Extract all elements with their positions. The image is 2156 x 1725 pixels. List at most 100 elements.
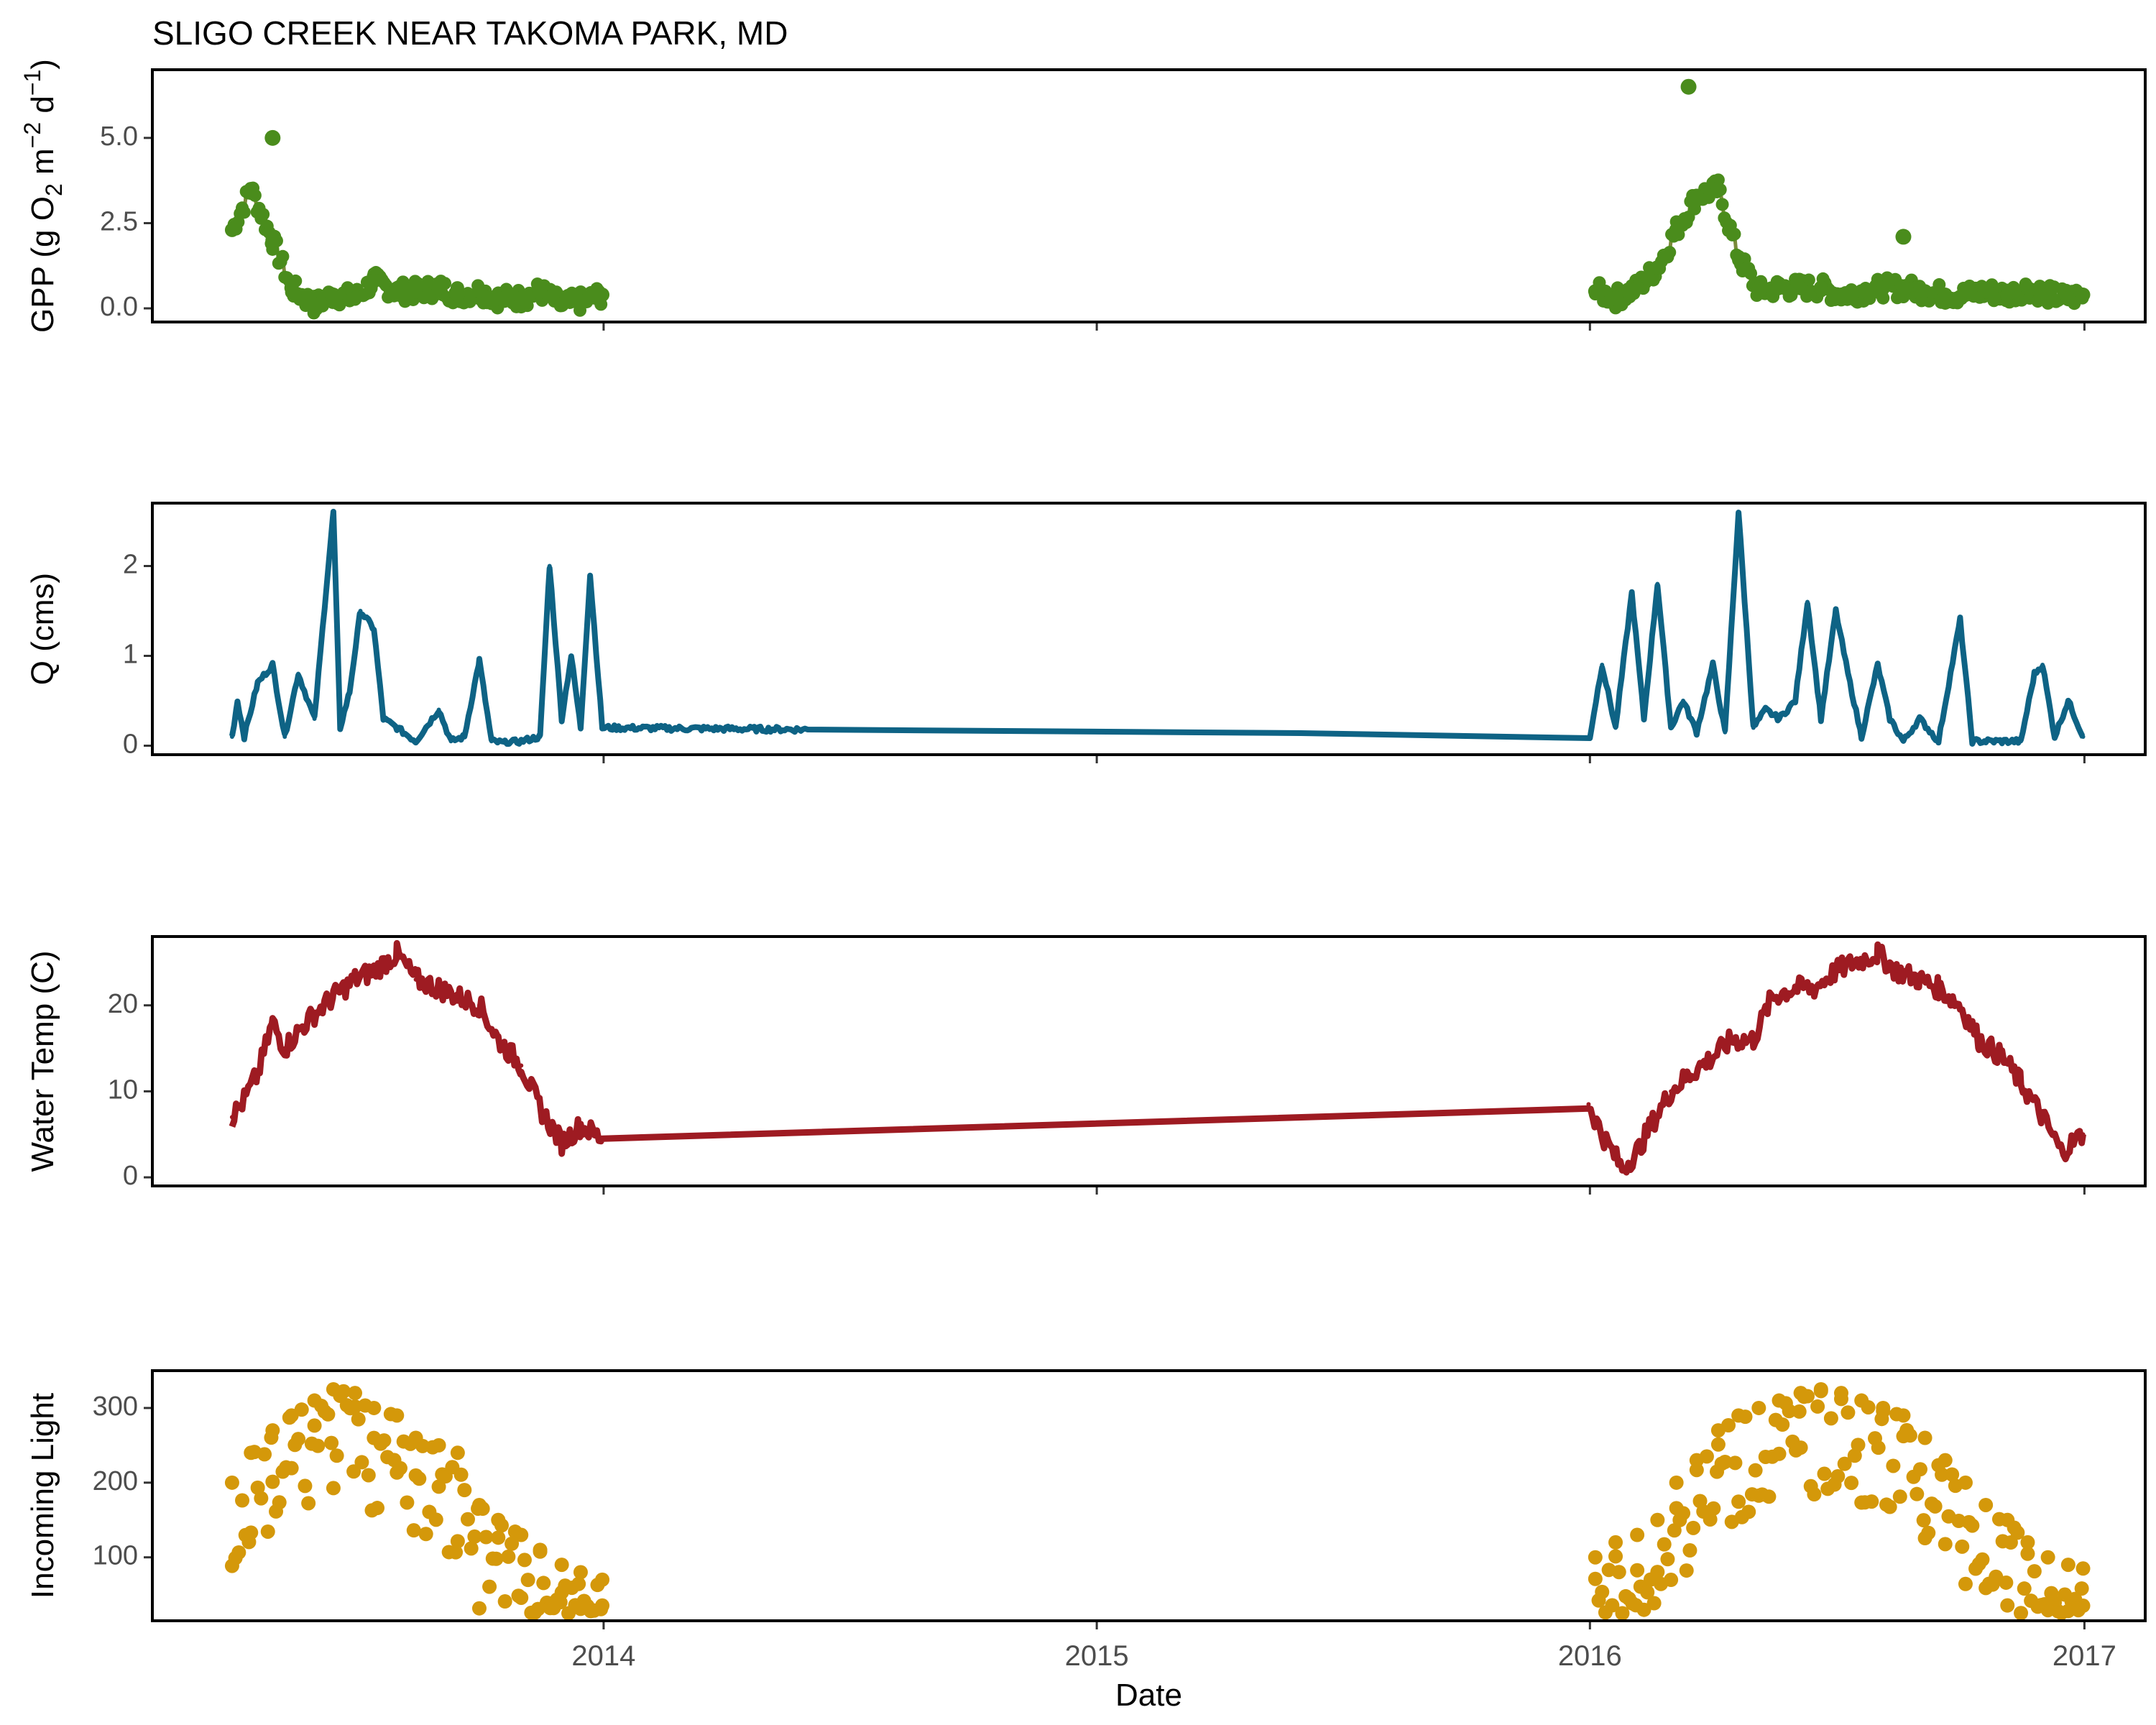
gpp-point bbox=[514, 290, 529, 305]
gpp-point bbox=[1958, 288, 1973, 303]
gpp-point bbox=[573, 294, 588, 309]
light-point bbox=[1864, 1494, 1879, 1509]
gpp-point bbox=[1813, 280, 1828, 295]
temp-point bbox=[1729, 1037, 1734, 1042]
q-point bbox=[1793, 699, 1798, 703]
q-point bbox=[1846, 671, 1851, 676]
x-tick-label: 2016 bbox=[1558, 1640, 1622, 1672]
light-point bbox=[1817, 1466, 1832, 1481]
light-point bbox=[2074, 1581, 2089, 1596]
light-point bbox=[1834, 1386, 1848, 1401]
y-tick-label: 1 bbox=[123, 640, 138, 670]
temp-point bbox=[455, 994, 460, 999]
gpp-point bbox=[2040, 288, 2055, 303]
light-point bbox=[367, 1400, 382, 1415]
q-point bbox=[1887, 717, 1892, 721]
temp-line bbox=[229, 939, 2086, 1176]
temp-point bbox=[1770, 994, 1775, 999]
light-point bbox=[1772, 1393, 1787, 1408]
gpp-point bbox=[408, 284, 423, 299]
light-point bbox=[265, 1474, 280, 1489]
light-point bbox=[254, 1491, 269, 1506]
plot-area-light bbox=[224, 1381, 2091, 1621]
light-point bbox=[448, 1545, 464, 1560]
gpp-point bbox=[257, 208, 270, 221]
q-point bbox=[229, 735, 234, 739]
gpp-point bbox=[1834, 288, 1848, 303]
temp-point bbox=[372, 968, 377, 973]
light-point bbox=[377, 1433, 392, 1448]
light-point bbox=[1751, 1400, 1766, 1415]
panel-frame bbox=[151, 935, 2147, 1187]
temp-point bbox=[282, 1046, 287, 1051]
light-point bbox=[1605, 1598, 1620, 1613]
light-point bbox=[1608, 1549, 1623, 1564]
gpp-point bbox=[390, 284, 405, 299]
light-point bbox=[291, 1432, 306, 1447]
q-point bbox=[1299, 731, 1303, 735]
light-point bbox=[1912, 1462, 1927, 1477]
light-point bbox=[2000, 1598, 2015, 1613]
light-point bbox=[265, 1423, 280, 1438]
light-point bbox=[1851, 1438, 1866, 1453]
q-point bbox=[1588, 735, 1593, 739]
light-point bbox=[1588, 1550, 1603, 1565]
temp-point bbox=[559, 1141, 564, 1146]
y-axis-title-part: m bbox=[25, 148, 60, 183]
light-point bbox=[2060, 1558, 2076, 1573]
light-point bbox=[1761, 1489, 1777, 1504]
gpp-point bbox=[431, 280, 446, 295]
gpp-point bbox=[1588, 284, 1603, 299]
gpp-point bbox=[1608, 290, 1623, 305]
q-point bbox=[476, 658, 482, 663]
light-point bbox=[1892, 1489, 1907, 1504]
q-point bbox=[588, 573, 593, 577]
light-point bbox=[2027, 1564, 2042, 1579]
y-axis-title-part: −2 bbox=[19, 122, 45, 148]
light-point bbox=[1945, 1467, 1960, 1482]
light-point bbox=[2000, 1512, 2015, 1527]
panel-frame bbox=[151, 502, 2147, 756]
light-point bbox=[2010, 1525, 2025, 1540]
light-point bbox=[2076, 1598, 2091, 1614]
light-point bbox=[1935, 1467, 1950, 1482]
light-point bbox=[1955, 1539, 1970, 1554]
temp-point bbox=[1833, 968, 1838, 973]
temp-point bbox=[600, 1136, 605, 1141]
y-tick-label: 2 bbox=[123, 550, 138, 580]
y-tick-label: 200 bbox=[93, 1466, 138, 1496]
temp-point bbox=[578, 1123, 583, 1128]
q-line bbox=[229, 508, 2086, 747]
light-point bbox=[514, 1527, 529, 1542]
q-point bbox=[312, 717, 317, 721]
q-point bbox=[538, 735, 543, 739]
gpp-outlier-point bbox=[264, 129, 281, 146]
light-point bbox=[1844, 1476, 1859, 1491]
gpp-point bbox=[1938, 288, 1953, 303]
temp-point bbox=[1635, 1149, 1640, 1154]
gpp-point bbox=[1854, 284, 1869, 299]
light-point bbox=[1782, 1404, 1797, 1419]
light-point bbox=[450, 1534, 465, 1549]
light-point bbox=[2020, 1546, 2035, 1561]
light-point bbox=[307, 1418, 322, 1433]
gpp-point bbox=[307, 298, 322, 313]
light-point bbox=[1854, 1393, 1869, 1408]
plot-area-q bbox=[229, 508, 2086, 747]
q-point bbox=[296, 671, 301, 676]
q-point bbox=[2019, 739, 2024, 744]
light-point bbox=[1975, 1552, 1990, 1567]
temp-point bbox=[1600, 1132, 1605, 1137]
light-point bbox=[1921, 1525, 1936, 1540]
light-point bbox=[418, 1527, 433, 1542]
light-point bbox=[1813, 1381, 1828, 1397]
light-point bbox=[501, 1549, 516, 1564]
light-point bbox=[348, 1386, 362, 1401]
q-point bbox=[241, 735, 247, 739]
y-axis-title-part: ) bbox=[25, 59, 60, 70]
temp-point bbox=[2019, 1080, 2024, 1085]
q-point bbox=[600, 725, 605, 730]
q-point bbox=[1641, 717, 1646, 721]
q-point bbox=[413, 739, 418, 744]
q-point bbox=[270, 663, 275, 667]
